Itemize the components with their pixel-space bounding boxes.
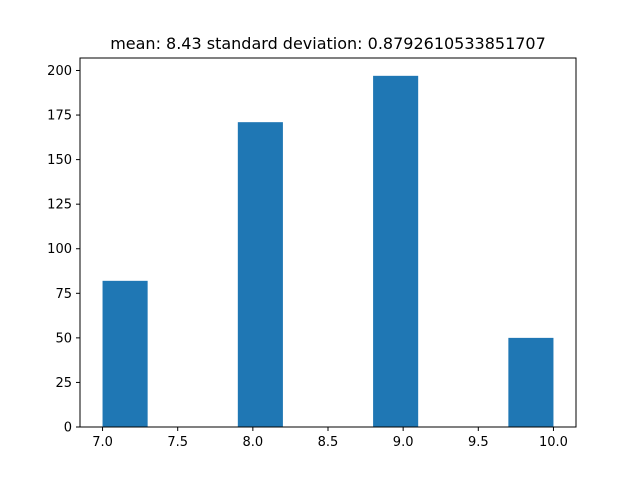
x-tick-label: 7.5 <box>167 435 188 450</box>
x-axis: 7.0 7.5 8.0 8.5 9.0 9.5 10.0 <box>92 427 568 450</box>
bars-group <box>102 75 554 428</box>
y-tick-label: 75 <box>55 287 72 302</box>
y-tick-label: 0 <box>64 421 72 436</box>
y-axis: 0 25 50 75 100 125 150 175 200 <box>47 64 80 436</box>
x-tick-label: 8.5 <box>318 435 339 450</box>
y-tick-label: 50 <box>55 331 72 346</box>
axes-frame <box>79 57 577 428</box>
y-tick-label: 200 <box>47 64 72 79</box>
x-tick-label: 9.5 <box>468 435 489 450</box>
y-tick-label: 150 <box>47 153 72 168</box>
chart-title: mean: 8.43 standard deviation: 0.8792610… <box>110 34 546 53</box>
y-tick-label: 100 <box>47 242 72 257</box>
x-tick-label: 9.0 <box>393 435 414 450</box>
histogram-bar <box>373 75 419 428</box>
x-tick-label: 10.0 <box>539 435 568 450</box>
y-tick-label: 25 <box>55 376 72 391</box>
y-tick-label: 175 <box>47 109 72 124</box>
y-tick-label: 125 <box>47 198 72 213</box>
histogram-bar <box>102 280 148 427</box>
x-tick-label: 7.0 <box>92 435 113 450</box>
histogram-bar <box>508 337 554 427</box>
x-tick-label: 8.0 <box>243 435 264 450</box>
histogram-bar <box>237 122 283 427</box>
